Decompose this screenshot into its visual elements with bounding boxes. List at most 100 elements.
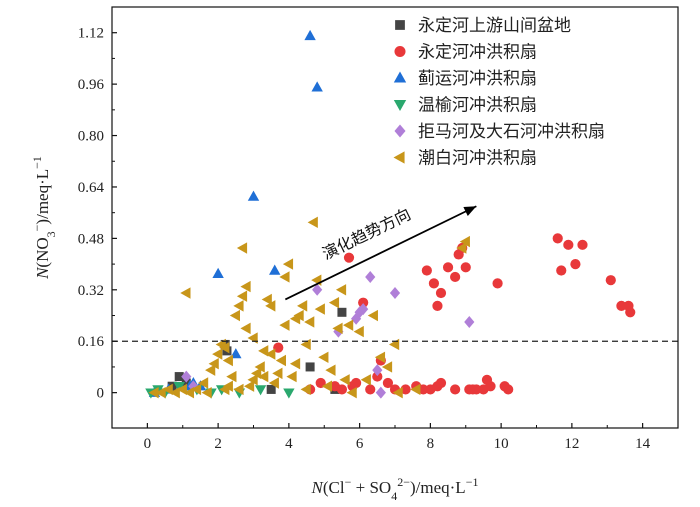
data-point	[481, 374, 493, 385]
data-point	[428, 278, 440, 289]
data-point	[311, 81, 323, 92]
data-point	[552, 233, 563, 244]
y-tick-label: 0.32	[78, 283, 104, 299]
legend-item: 永定河冲洪积扇	[394, 43, 537, 63]
data-point	[350, 312, 362, 325]
x-tick-label: 8	[427, 436, 435, 452]
data-point	[183, 386, 195, 399]
data-point	[240, 280, 251, 293]
data-point	[230, 348, 242, 359]
legend-label: 潮白河冲洪积扇	[418, 149, 537, 169]
data-point	[247, 374, 258, 386]
data-point	[312, 283, 323, 296]
data-point	[286, 370, 297, 383]
data-point	[300, 383, 311, 396]
data-point	[261, 293, 272, 306]
data-point	[240, 322, 251, 335]
data-point	[176, 383, 187, 396]
chart-marks	[145, 29, 636, 399]
legend-marker	[394, 45, 406, 58]
y-tick-label: 0.48	[78, 231, 104, 247]
data-point	[435, 287, 447, 299]
data-point	[236, 290, 248, 302]
data-point	[625, 307, 636, 318]
data-point	[350, 377, 362, 389]
data-point	[335, 284, 347, 296]
data-point	[212, 348, 223, 360]
data-point	[418, 384, 429, 395]
x-tick-label: 12	[564, 436, 579, 452]
x-tick-label: 2	[214, 436, 222, 452]
data-point	[421, 265, 432, 276]
data-point	[265, 300, 276, 312]
data-point	[208, 358, 219, 370]
trend-arrow: 演化趋势方向	[284, 204, 477, 301]
data-point	[328, 296, 340, 309]
data-point	[392, 386, 403, 399]
y-tick-label: 1.12	[78, 26, 104, 42]
data-point	[389, 338, 400, 351]
data-point	[389, 287, 401, 300]
data-point	[492, 278, 503, 289]
data-point	[321, 380, 332, 392]
data-point	[226, 370, 237, 383]
x-tick-label: 14	[635, 436, 651, 452]
data-point	[343, 319, 354, 331]
trend-arrow-line	[284, 205, 477, 301]
data-point	[180, 287, 191, 299]
data-point	[212, 267, 224, 278]
data-point	[279, 271, 290, 283]
data-point	[265, 348, 276, 360]
x-tick-label: 4	[285, 436, 293, 452]
data-point	[353, 325, 364, 338]
data-point	[254, 385, 267, 396]
data-point	[282, 258, 294, 270]
data-point	[374, 351, 386, 363]
data-point	[318, 351, 329, 363]
data-point	[605, 275, 616, 286]
data-point	[460, 262, 471, 273]
data-point	[222, 354, 233, 367]
data-point	[332, 322, 343, 335]
data-point	[467, 384, 478, 395]
data-point	[442, 262, 454, 273]
data-point	[346, 386, 357, 399]
legend-marker	[394, 124, 406, 138]
y-tick-label: 0.64	[78, 180, 105, 196]
series-4	[181, 270, 475, 399]
data-point	[275, 354, 286, 367]
data-point	[251, 367, 262, 380]
data-point	[305, 362, 315, 372]
data-point	[297, 300, 308, 312]
y-axis-label: N(NO3−)/meq·L−1	[30, 156, 58, 280]
data-point	[273, 342, 284, 353]
data-point	[304, 29, 316, 41]
legend-marker	[393, 71, 407, 83]
data-point	[358, 297, 369, 308]
legend-label: 永定河上游山间盆地	[418, 16, 571, 36]
data-point	[375, 386, 386, 399]
series-5	[148, 216, 470, 399]
legend-label: 蓟运河冲洪积扇	[418, 69, 537, 89]
trend-annotation: 演化趋势方向	[319, 204, 414, 263]
data-point	[258, 370, 269, 383]
data-point	[307, 216, 318, 229]
data-point	[173, 382, 185, 393]
legend-item: 拒马河及大石河冲洪积扇	[394, 122, 605, 142]
data-point	[563, 239, 574, 250]
data-point	[367, 309, 378, 322]
data-point	[503, 384, 514, 395]
trend-arrow-head	[463, 206, 477, 217]
data-point	[233, 383, 244, 396]
data-point	[381, 361, 393, 373]
legend-label: 温榆河冲洪积扇	[418, 96, 537, 116]
legend-item: 潮白河冲洪积扇	[393, 149, 537, 169]
legend-label: 拒马河及大石河冲洪积扇	[418, 122, 605, 142]
data-point	[556, 265, 567, 276]
data-point	[360, 374, 371, 386]
data-point	[148, 386, 159, 399]
data-point	[304, 316, 315, 328]
data-point	[205, 364, 216, 376]
data-point	[577, 239, 588, 250]
legend-item: 蓟运河冲洪积扇	[393, 69, 537, 89]
